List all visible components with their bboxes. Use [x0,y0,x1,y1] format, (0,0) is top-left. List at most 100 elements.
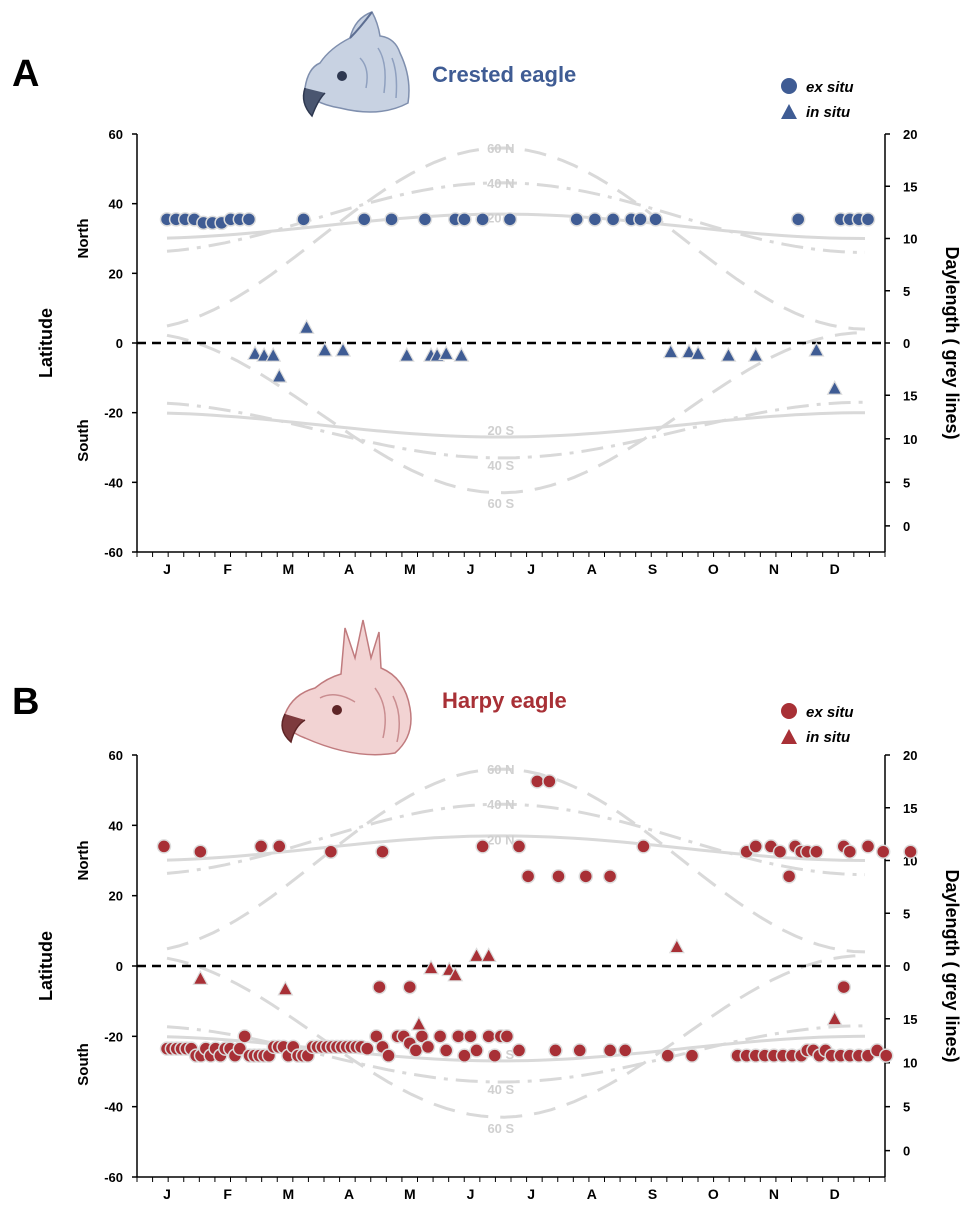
ex-situ-point [511,839,527,854]
y2-tick-label: 15 [903,179,917,194]
legend-triangle-marker [781,104,797,119]
ex-situ-point [748,839,763,854]
ex-situ-point [402,979,418,995]
y2-tick-label: 5 [903,475,910,490]
y-north-label: North [75,219,92,259]
y2-axis-title-paren: ( grey lines) [942,338,962,439]
y2-tick-label: 5 [903,284,910,299]
ex-situ-point [438,1043,454,1058]
legend: ex situ in situ [781,703,854,746]
in-situ-point [826,380,843,395]
ex-situ-point [636,839,651,854]
y-south-label: South [75,1043,92,1086]
ex-situ-point [463,1029,478,1044]
y-south-label: South [75,419,92,462]
y-tick-label: 0 [116,959,123,974]
y2-axis-title-main: Daylength [942,246,962,338]
legend: ex situ in situ [781,78,854,121]
y-tick-label: -20 [104,406,123,421]
panel-b: B Harpy eagle ex situ in situ 60 N 40 N 20… [12,619,962,1202]
in-situ-point [680,343,697,359]
ex-situ-point [781,869,797,884]
ex-situ-point [457,1048,472,1063]
y-tick-label: 20 [109,889,123,904]
daylength-curve-label: 60 N [487,141,514,156]
ex-situ-point [569,212,584,227]
in-situ-point [192,970,209,985]
month-tick-label: J [467,1186,475,1202]
month-tick-label: S [648,1186,657,1202]
plot-area: 60 N 40 N 20 N 20 S 40 S 60 S 60 40 20 0 -20 -40 -60… [36,748,962,1202]
ex-situ-point [903,844,918,859]
ex-situ-point [572,1043,587,1058]
month-tick-label: O [708,1186,719,1202]
in-situ-point [826,1010,843,1026]
legend-triangle-marker [781,729,797,744]
daylength-curve-20s [166,411,865,439]
ex-situ-point [156,839,172,854]
ex-situ-point [578,869,594,884]
daylength-curve-label: 40 S [487,458,514,473]
ex-situ-point [475,839,490,854]
y-tick-label: 0 [116,336,123,351]
y2-tick-label: 10 [903,432,917,447]
month-tick-label: O [708,561,719,577]
legend-circle-marker [781,703,797,719]
month-tick-label: M [404,561,416,577]
y2-tick-label: 5 [903,906,910,921]
chart-title: Crested eagle [432,62,576,87]
ex-situ-point [384,212,399,227]
ex-situ-point [633,212,648,227]
month-tick-label: J [163,1186,171,1202]
y2-axis-title-main: Daylength [942,869,962,961]
daylength-curve-40s [166,400,866,460]
y-north-label: North [75,841,92,881]
ex-situ-point [369,1029,384,1044]
in-situ-point [265,346,282,362]
ex-situ-point [618,1043,633,1058]
in-situ-point [720,346,737,362]
in-situ-point [468,947,485,963]
y2-tick-label: 15 [903,1012,917,1027]
ex-situ-point [648,212,663,227]
in-situ-point [747,346,764,362]
ex-situ-point [272,839,287,854]
ex-situ-point [587,212,603,227]
daylength-curve-label: 40 N [487,176,514,191]
in-situ-point [662,343,679,359]
legend-label-in-situ: in situ [806,729,850,746]
month-tick-label: A [587,1186,597,1202]
in-situ-point [808,341,825,357]
ex-situ-point [684,1048,700,1063]
daylength-curve-label: 60 N [487,762,514,777]
daylength-curve-label: 40 S [487,1082,514,1097]
month-tick-label: J [163,561,171,577]
ex-situ-point [296,212,311,227]
in-situ-point [335,341,352,357]
month-tick-label: D [830,1186,840,1202]
month-tick-label: D [830,561,840,577]
legend-circle-marker [781,78,797,94]
in-situ-point [668,938,685,954]
month-tick-label: F [223,1186,232,1202]
y-axis-title: Latitude [36,931,56,1001]
in-situ-point [453,346,470,362]
legend-label-in-situ: in situ [806,104,850,121]
plot-area: 60 N 40 N 20 N 20 S 40 S 60 S 60 40 20 0 -20 -40 -60… [36,127,962,577]
y2-tick-label: 0 [903,519,910,534]
y2-tick-label: 0 [903,1144,910,1159]
ex-situ-point [809,844,824,859]
ex-situ-point [548,1043,563,1058]
month-tick-label: M [404,1186,416,1202]
ex-situ-point [475,212,490,227]
in-situ-point [438,345,455,361]
legend-label-ex-situ: ex situ [806,79,854,96]
ex-situ-point [602,1043,618,1058]
ex-situ-point [487,1048,503,1063]
ex-situ-point [481,1029,496,1044]
month-tick-label: F [223,561,232,577]
y2-axis-title-paren: ( grey lines) [942,961,962,1062]
ex-situ-point [499,1029,515,1044]
y-tick-label: 40 [109,818,123,833]
panel-a: A Crested eagle ex situ in situ 60 N 40 N… [12,11,962,577]
